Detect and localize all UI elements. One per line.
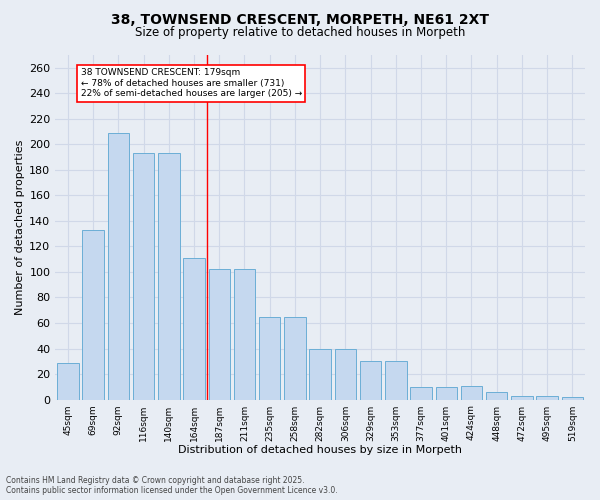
Bar	[209, 270, 230, 400]
Bar	[335, 348, 356, 400]
Bar	[284, 316, 305, 400]
Bar	[133, 154, 154, 400]
Bar	[360, 362, 382, 400]
Bar	[183, 258, 205, 400]
Bar	[310, 348, 331, 400]
Y-axis label: Number of detached properties: Number of detached properties	[15, 140, 25, 315]
Bar	[436, 387, 457, 400]
Bar	[410, 387, 432, 400]
Text: 38, TOWNSEND CRESCENT, MORPETH, NE61 2XT: 38, TOWNSEND CRESCENT, MORPETH, NE61 2XT	[111, 12, 489, 26]
Bar	[82, 230, 104, 400]
Bar	[511, 396, 533, 400]
Bar	[461, 386, 482, 400]
Text: 38 TOWNSEND CRESCENT: 179sqm
← 78% of detached houses are smaller (731)
22% of s: 38 TOWNSEND CRESCENT: 179sqm ← 78% of de…	[80, 68, 302, 98]
Bar	[259, 316, 280, 400]
X-axis label: Distribution of detached houses by size in Morpeth: Distribution of detached houses by size …	[178, 445, 462, 455]
Bar	[107, 133, 129, 400]
Bar	[234, 270, 255, 400]
Bar	[158, 154, 179, 400]
Bar	[385, 362, 407, 400]
Bar	[562, 397, 583, 400]
Bar	[57, 362, 79, 400]
Bar	[486, 392, 508, 400]
Text: Size of property relative to detached houses in Morpeth: Size of property relative to detached ho…	[135, 26, 465, 39]
Bar	[536, 396, 558, 400]
Text: Contains HM Land Registry data © Crown copyright and database right 2025.
Contai: Contains HM Land Registry data © Crown c…	[6, 476, 338, 495]
